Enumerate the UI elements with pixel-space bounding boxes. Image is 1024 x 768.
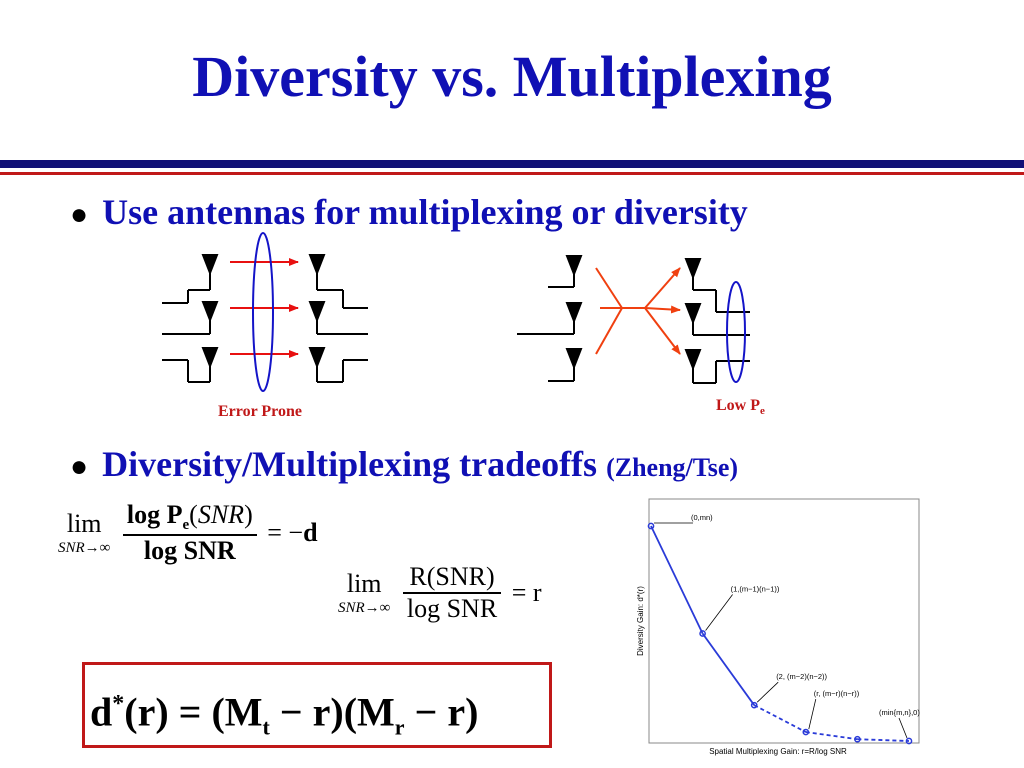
slide-title: Diversity vs. Multiplexing xyxy=(192,44,832,109)
title-rule-red xyxy=(0,172,1024,175)
ellipse-error-prone xyxy=(252,232,274,392)
diversity-arrows xyxy=(595,267,681,355)
eq2-lim: lim SNR→∞ xyxy=(338,568,391,616)
chart-annotation-arrow xyxy=(808,698,817,730)
chart-frame xyxy=(648,498,920,744)
bullet-2-text: Diversity/Multiplexing tradeoffs xyxy=(102,444,598,484)
caption-low-pe-sub: e xyxy=(760,405,765,418)
rx-antenna-left-2 xyxy=(308,301,368,335)
chart-point-label: (min{m,n},0) xyxy=(879,708,920,717)
eq1-num-lparen: ( xyxy=(189,500,198,529)
bullet-dot: ● xyxy=(70,198,89,231)
eq2-fraction: R(SNR) log SNR xyxy=(402,562,502,624)
rx-antenna-right-1 xyxy=(684,258,750,313)
tx-antenna-left-3 xyxy=(162,347,219,383)
tx-antenna-left-1 xyxy=(162,254,219,304)
tx-antenna-left-2 xyxy=(162,301,219,335)
eq1-fraction: log Pe(SNR) log SNR xyxy=(122,500,257,566)
title-rule-navy xyxy=(0,160,1024,168)
eq1-num-logp: log P xyxy=(126,500,183,529)
chart-xlabel: Spatial Multiplexing Gain: r=R/log SNR xyxy=(709,747,847,756)
bullet-dot-2: ● xyxy=(70,450,89,483)
eq1-lim-sub: SNR→∞ xyxy=(58,539,111,556)
eq1-lim: lim SNR→∞ xyxy=(58,508,111,556)
chart-ylabel: Diversity Gain: d*(r) xyxy=(636,586,645,656)
eq1-num-rparen: ) xyxy=(244,500,253,529)
bullet-1-text: Use antennas for multiplexing or diversi… xyxy=(102,192,748,232)
tx-antenna-right-1 xyxy=(548,255,583,288)
chart-point-label: (2, (m−2)(n−2)) xyxy=(776,672,827,681)
tradeoff-chart: Spatial Multiplexing Gain: r=R/log SNR D… xyxy=(636,498,920,756)
chart-point xyxy=(905,737,913,745)
bullet-2: ● Diversity/Multiplexing tradeoffs (Zheng… xyxy=(70,442,738,490)
eq2-lim-text: lim xyxy=(346,568,382,598)
chart-segment xyxy=(805,731,858,741)
chart-segment xyxy=(701,632,755,706)
eq1-den-text: log SNR xyxy=(143,536,236,566)
eq2-denominator: log SNR xyxy=(406,594,498,623)
chart-point xyxy=(802,728,810,736)
tx-antenna-right-3 xyxy=(548,348,583,382)
eq2-rhs: = r xyxy=(511,578,542,607)
rx-antenna-right-2 xyxy=(684,303,750,336)
eq1-num-snr: SNR xyxy=(197,500,245,529)
ellipse-low-pe xyxy=(726,281,746,383)
chart-point xyxy=(750,701,758,709)
formula-part-2: − r)(M xyxy=(269,689,395,735)
rx-antenna-left-3 xyxy=(308,347,368,383)
tradeoff-formula-box xyxy=(82,662,552,748)
equation-diversity-limit: lim SNR→∞ log Pe(SNR) log SNR = −d xyxy=(58,500,318,566)
chart-segment xyxy=(753,704,807,733)
eq1-rhs-d: d xyxy=(303,518,318,548)
eq2-lim-sub: SNR→∞ xyxy=(338,599,391,616)
caption-error-prone: Error Prone xyxy=(218,403,302,420)
chart-point xyxy=(699,630,706,637)
antenna-diagrams xyxy=(162,232,750,392)
chart-annotation-arrow xyxy=(705,594,733,631)
chart-point xyxy=(647,522,655,530)
caption-low-pe: Low Pe xyxy=(716,397,765,417)
chart-segment xyxy=(857,738,910,742)
eq1-denominator: log SNR xyxy=(123,536,257,566)
chart-annotation-arrow xyxy=(756,681,779,703)
chart-segment xyxy=(650,525,704,634)
rx-antenna-left-1 xyxy=(308,254,368,309)
eq1-num-sub: e xyxy=(182,517,190,534)
tradeoff-formula: d*(r) = (Mt − r)(Mr − r) xyxy=(90,676,478,755)
formula-part-3: − r) xyxy=(404,689,479,735)
tx-antenna-right-2 xyxy=(517,302,583,335)
bullet-1: ● Use antennas for multiplexing or divers… xyxy=(70,190,748,237)
bullet-2-citation: (Zheng/Tse) xyxy=(606,453,739,482)
formula-part-1: (r) = (M xyxy=(124,689,263,735)
equation-rate-limit: lim SNR→∞ R(SNR) log SNR = r xyxy=(338,562,542,624)
eq2-numerator: R(SNR) xyxy=(402,562,502,594)
chart-point xyxy=(854,735,861,743)
eq1-lim-text: lim xyxy=(66,508,102,538)
eq1-rhs: = − xyxy=(267,518,304,548)
eq1-numerator: log Pe(SNR) xyxy=(122,500,257,537)
caption-low-pe-main: Low P xyxy=(716,397,760,414)
chart-layer: (0,mn) (1,(m−1)(n−1)) (2, (m−2)(n−2)) (r, (… xyxy=(647,513,920,745)
formula-sub-t: t xyxy=(262,714,270,740)
formula-sub-r: r xyxy=(394,714,405,740)
chart-point-label: (r, (m−r)(n−r)) xyxy=(814,689,860,698)
formula-d: d xyxy=(90,689,113,735)
chart-annotation-arrow xyxy=(898,717,908,739)
chart-point-label: (0,mn) xyxy=(691,513,713,522)
chart-point-label: (1,(m−1)(n−1)) xyxy=(731,585,780,594)
formula-star: * xyxy=(112,691,125,717)
